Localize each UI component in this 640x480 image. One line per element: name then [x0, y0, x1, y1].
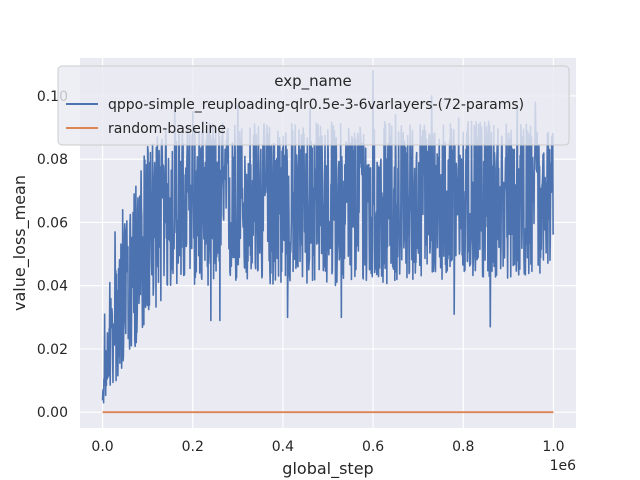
x-tick-label: 0.6 — [362, 439, 384, 455]
legend-box — [57, 65, 570, 146]
ticks: 0.0 0.2 0.4 0.6 0.8 1.00.000.020.040.060.080.… — [37, 89, 565, 455]
legend-entry-1: random-baseline — [108, 121, 226, 137]
y-tick-label: 0.02 — [37, 342, 68, 358]
x-tick-label: 0.8 — [452, 439, 474, 455]
y-axis-label: value_loss_mean — [10, 175, 30, 311]
legend-title: exp_name — [274, 72, 351, 91]
y-tick-label: 0.00 — [37, 405, 68, 421]
y-tick-label: 0.04 — [37, 279, 68, 295]
legend: exp_name qppo-simple_reuploading-qlr0.5e… — [57, 65, 570, 146]
y-tick-label: 0.08 — [37, 152, 68, 168]
x-axis-label: global_step — [282, 459, 373, 479]
x-tick-label: 0.0 — [91, 439, 113, 455]
y-tick-label: 0.06 — [37, 215, 68, 231]
x-tick-label: 0.2 — [182, 439, 204, 455]
x-scale-label: 1e6 — [550, 458, 577, 474]
legend-entry-0: qppo-simple_reuploading-qlr0.5e-3-6varla… — [108, 97, 524, 113]
x-tick-label: 0.4 — [272, 439, 294, 455]
x-tick-label: 1.0 — [542, 439, 564, 455]
